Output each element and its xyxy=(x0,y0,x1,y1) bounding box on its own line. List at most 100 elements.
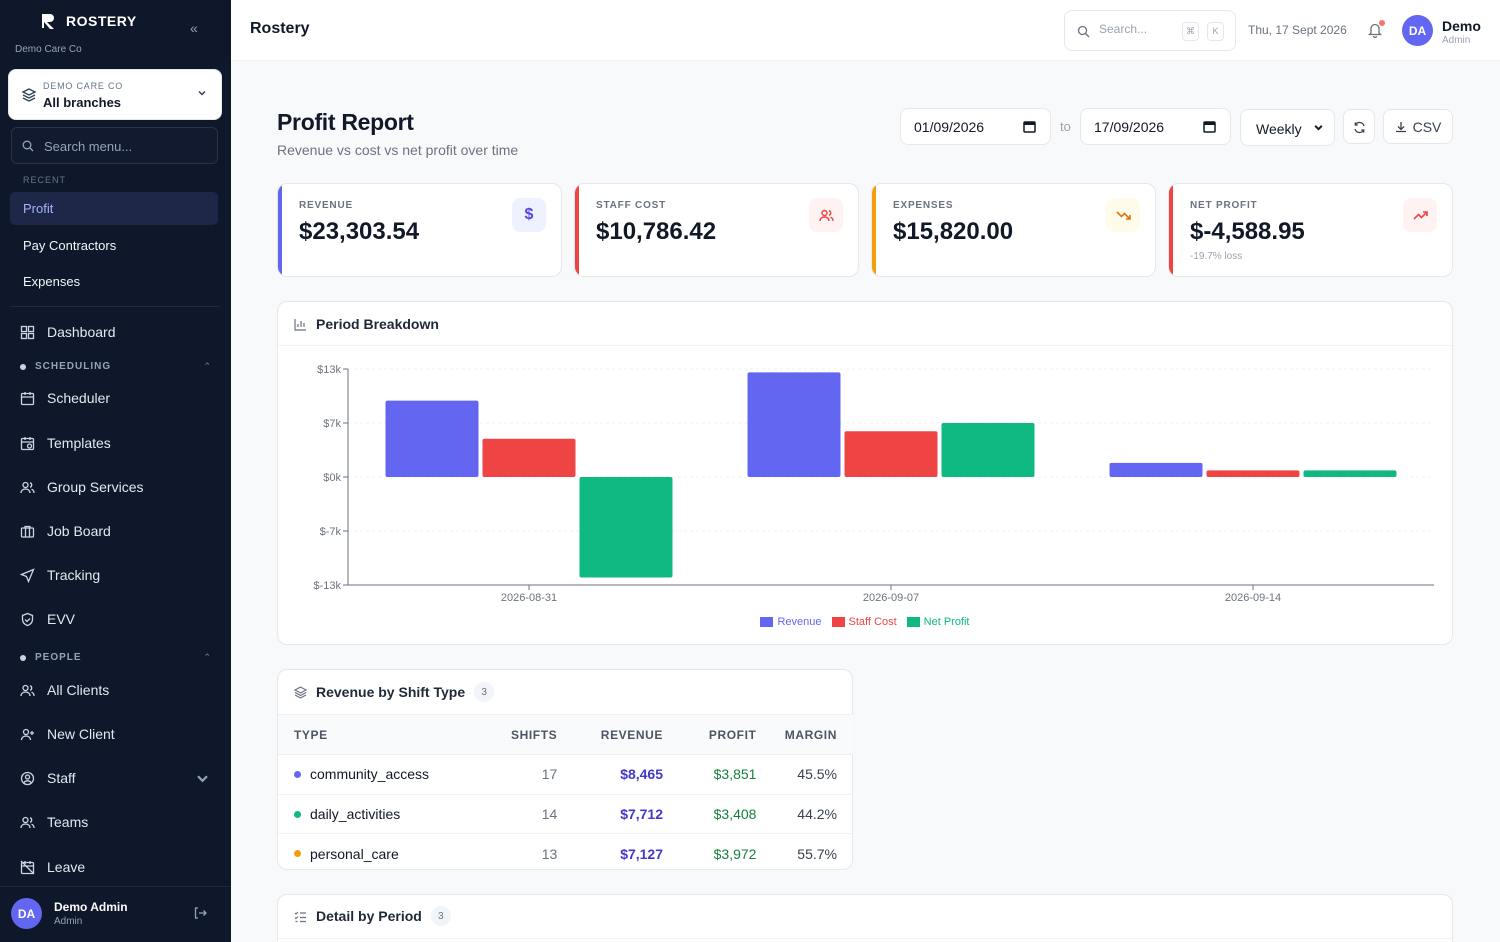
shift-revenue: $7,712 xyxy=(557,794,664,834)
legend-item[interactable]: Net Profit xyxy=(906,616,970,628)
nav-teams[interactable]: Teams xyxy=(20,810,220,834)
shift-type-count: 3 xyxy=(474,682,495,702)
period-select[interactable]: Weekly xyxy=(1240,109,1335,146)
shift-margin: 55.7% xyxy=(797,845,837,862)
nav-new-client[interactable]: New Client xyxy=(20,722,220,746)
recent-item-pay-contractors[interactable]: Pay Contractors xyxy=(23,238,117,253)
nav-tracking[interactable]: Tracking xyxy=(20,563,220,587)
shift-count: 17 xyxy=(483,754,558,795)
global-search-input[interactable] xyxy=(1099,22,1179,36)
y-tick-label: $0k xyxy=(323,472,341,484)
legend-label: Staff Cost xyxy=(848,616,897,628)
global-search[interactable]: ⌘ K xyxy=(1064,10,1236,51)
kpi-accent xyxy=(575,184,579,276)
nav-job-board-label: Job Board xyxy=(47,523,111,539)
shift-type-name: daily_activities xyxy=(310,805,401,822)
recent-item-expenses[interactable]: Expenses xyxy=(23,274,81,289)
calendar-off-icon xyxy=(20,860,35,874)
date-from-input[interactable]: 01/09/2026 xyxy=(900,108,1051,145)
users-icon xyxy=(20,481,35,493)
legend-item[interactable]: Staff Cost xyxy=(831,616,897,628)
nav-group-services[interactable]: Group Services xyxy=(20,475,220,499)
nav-tracking-label: Tracking xyxy=(47,567,101,583)
status-dot xyxy=(294,810,301,818)
group-people[interactable]: PEOPLE ⌃ xyxy=(20,652,212,663)
csv-export-button[interactable]: CSV xyxy=(1383,109,1453,144)
user-circle-icon xyxy=(20,771,35,785)
users-icon xyxy=(809,198,843,232)
date-to-separator: to xyxy=(1060,119,1071,134)
bar-net-profit xyxy=(579,477,673,578)
topbar: Rostery ⌘ K Thu, 17 Sept 2026 DA Demo Ad… xyxy=(231,0,1500,61)
bar-staff-cost xyxy=(844,431,938,477)
download-icon xyxy=(1395,121,1406,132)
period-select-value: Weekly xyxy=(1256,121,1302,137)
kpi-value: $-4,588.95 xyxy=(1190,218,1305,245)
y-tick-label: $7k xyxy=(323,418,341,430)
nav-evv[interactable]: EVV xyxy=(20,607,220,631)
y-tick-label: $-13k xyxy=(313,580,341,592)
user-role: Admin xyxy=(54,916,83,927)
branch-org-label: DEMO CARE CO xyxy=(43,81,124,91)
col-revenue[interactable]: REVENUE xyxy=(557,714,664,755)
calendar-icon xyxy=(20,391,35,405)
nav-leave[interactable]: Leave xyxy=(20,855,220,879)
col-type[interactable]: TYPE xyxy=(278,714,484,755)
menu-search[interactable] xyxy=(11,127,218,164)
dollar-icon: $ xyxy=(512,198,546,232)
rostery-logo-icon xyxy=(42,14,54,29)
period-breakdown-header: Period Breakdown xyxy=(294,316,439,332)
shift-type-table: TYPE SHIFTS REVENUE PROFIT MARGIN commun… xyxy=(278,714,853,873)
branch-selector[interactable]: DEMO CARE CO All branches xyxy=(8,69,222,120)
user-plus-icon xyxy=(20,728,34,740)
detail-count: 3 xyxy=(430,906,451,926)
col-shifts[interactable]: SHIFTS xyxy=(483,714,558,755)
top-user[interactable]: Demo Admin xyxy=(1442,18,1481,46)
table-header-row: TYPE SHIFTS REVENUE PROFIT MARGIN xyxy=(278,714,853,755)
bell-icon[interactable] xyxy=(1367,21,1383,38)
nav-templates[interactable]: Templates xyxy=(20,431,220,455)
panel-divider xyxy=(278,938,1452,939)
collapse-sidebar-icon[interactable]: « xyxy=(190,20,198,36)
date-from-value: 01/09/2026 xyxy=(914,119,985,135)
avatar[interactable]: DA xyxy=(1402,15,1433,46)
group-scheduling[interactable]: SCHEDULING ⌃ xyxy=(20,361,212,372)
table-row[interactable]: community_access 17 $8,465 $3,851 45.5% xyxy=(278,754,853,795)
shift-type-name: community_access xyxy=(310,766,430,783)
bar-chart-icon xyxy=(294,318,306,331)
nav-dashboard[interactable]: Dashboard xyxy=(20,320,220,344)
bar-net-profit xyxy=(941,423,1035,477)
legend-item[interactable]: Revenue xyxy=(760,616,822,628)
refresh-button[interactable] xyxy=(1343,109,1375,144)
legend-swatch xyxy=(906,617,920,627)
col-margin[interactable]: MARGIN xyxy=(756,714,853,755)
group-scheduling-label: SCHEDULING xyxy=(35,361,112,372)
date-to-input[interactable]: 17/09/2026 xyxy=(1080,108,1231,145)
table-row[interactable]: personal_care 13 $7,127 $3,972 55.7% xyxy=(278,834,853,874)
kpi-accent xyxy=(278,184,282,276)
nav-scheduler[interactable]: Scheduler xyxy=(20,386,220,410)
shield-check-icon xyxy=(21,612,34,626)
legend-swatch xyxy=(831,617,845,627)
chevron-up-icon: ⌃ xyxy=(203,361,212,371)
shift-type-name: personal_care xyxy=(310,845,399,862)
shift-revenue: $7,127 xyxy=(620,845,664,862)
table-row[interactable]: daily_activities 14 $7,712 $3,408 44.2% xyxy=(278,794,853,834)
menu-search-input[interactable] xyxy=(44,136,214,156)
nav-new-client-label: New Client xyxy=(47,726,115,742)
kpi-value: $23,303.54 xyxy=(299,218,420,245)
nav-all-clients[interactable]: All Clients xyxy=(20,678,220,702)
kpi-accent xyxy=(1169,184,1173,276)
nav-job-board[interactable]: Job Board xyxy=(20,519,220,543)
col-profit[interactable]: PROFIT xyxy=(663,714,757,755)
users-icon xyxy=(20,684,35,696)
calendar-icon xyxy=(1203,121,1216,133)
kpi-net-profit: NET PROFIT $-4,588.95 -19.7% loss xyxy=(1168,183,1453,277)
recent-item-profit[interactable]: Profit xyxy=(10,192,218,225)
brand[interactable]: ROSTERY xyxy=(40,12,137,30)
nav-staff-label: Staff xyxy=(47,770,76,786)
avatar[interactable]: DA xyxy=(11,898,42,929)
logout-icon[interactable] xyxy=(193,906,207,920)
layers-icon xyxy=(294,685,307,699)
nav-staff[interactable]: Staff xyxy=(20,766,220,790)
